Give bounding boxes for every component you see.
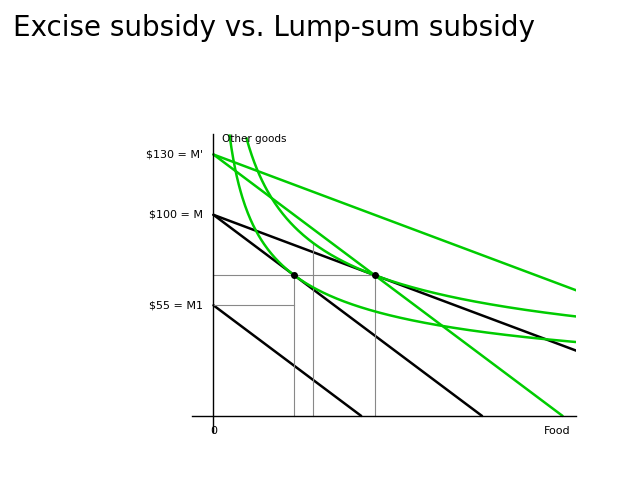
Text: 0: 0	[210, 426, 217, 436]
Text: Other goods: Other goods	[221, 134, 286, 144]
Text: Excise subsidy vs. Lump-sum subsidy: Excise subsidy vs. Lump-sum subsidy	[13, 14, 534, 42]
Text: $130 = M': $130 = M'	[146, 149, 203, 159]
Text: $55 = M1: $55 = M1	[148, 300, 203, 310]
Text: $100 = M: $100 = M	[148, 210, 203, 220]
Text: Food: Food	[544, 426, 571, 436]
